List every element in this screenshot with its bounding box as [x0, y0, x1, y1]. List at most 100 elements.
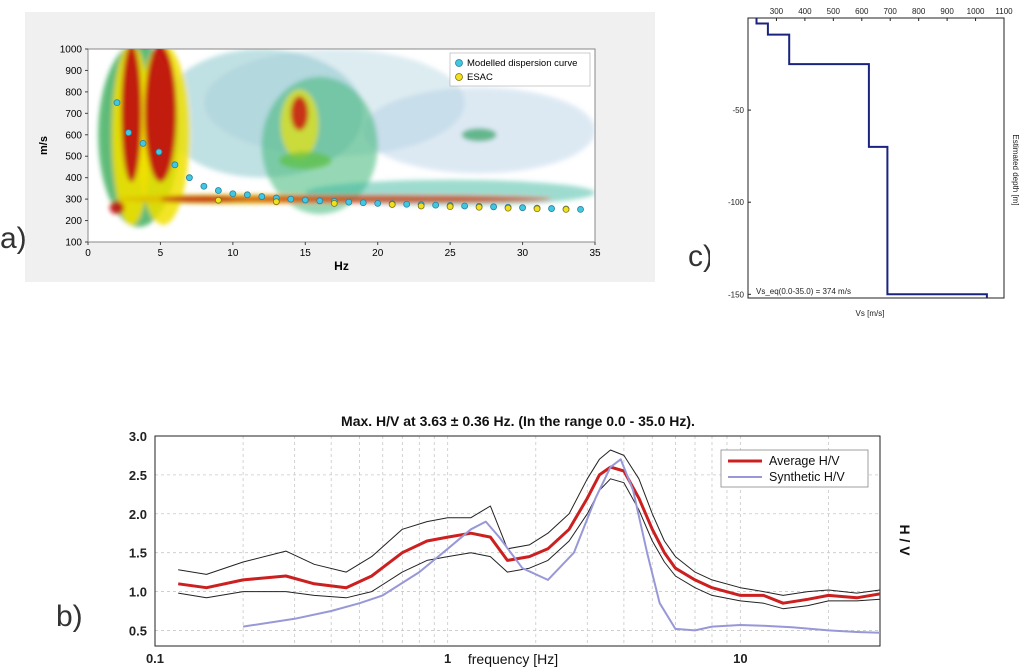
heatmap-background	[98, 49, 595, 227]
vs-profile-chart: 300 400 500 600 700 800 900 1000 1100 -50 -100 -150…	[710, 0, 1026, 330]
x-tick-label-c: 800	[912, 7, 926, 16]
modelled-point	[403, 200, 411, 208]
y-tick-label-c: -150	[728, 290, 745, 299]
legend-marker-esac	[455, 73, 463, 81]
modelled-point	[301, 196, 309, 204]
modelled-point	[258, 193, 266, 200]
x-tick-label-c: 300	[770, 7, 784, 16]
modelled-point	[125, 129, 132, 137]
hv-chart: Max. H/V at 3.63 ± 0.36 Hz. (In the rang…	[100, 406, 1026, 670]
y-tick-label-a: 500	[65, 152, 82, 163]
modelled-point	[185, 174, 193, 182]
modelled-point	[113, 99, 121, 107]
modelled-point	[214, 187, 222, 194]
y-tick-label-a: 100	[65, 238, 82, 249]
y-tick-label-a: 900	[65, 66, 82, 77]
x-tick-label-a: 0	[85, 248, 91, 259]
modelled-point	[171, 161, 179, 169]
modelled-point	[287, 195, 295, 203]
panel-label-b: b)	[56, 600, 83, 633]
heat-blob	[109, 201, 125, 215]
y-tick-label-b: 1.5	[129, 546, 147, 561]
y-axis-label-b: H / V	[897, 524, 913, 556]
x-tick-label-a: 5	[158, 248, 164, 259]
legend-marker-modelled	[455, 59, 463, 67]
x-tick-label-c: 1000	[967, 7, 985, 16]
esac-point	[504, 204, 512, 212]
modelled-point	[345, 198, 353, 206]
legend-b: Average H/V Synthetic H/V	[720, 449, 869, 488]
modelled-point	[577, 206, 584, 213]
esac-point	[446, 203, 454, 211]
y-axis-label-a: m/s	[38, 136, 50, 155]
legend-label-synthetic: Synthetic H/V	[769, 470, 845, 484]
x-tick-label-a: 30	[517, 248, 529, 259]
y-tick-label-a: 200	[65, 216, 82, 227]
x-tick-label-a: 15	[300, 248, 312, 259]
x-tick-label-a: 25	[445, 248, 457, 259]
x-tick-label-a: 20	[372, 248, 384, 259]
y-tick-label-b: 3.0	[129, 429, 147, 444]
modelled-point	[155, 148, 163, 156]
y-tick-label-a: 300	[65, 195, 82, 206]
modelled-point	[359, 199, 367, 207]
esac-point	[475, 203, 483, 211]
y-tick-label-a: 700	[65, 109, 82, 120]
x-axis-label-c: Vs [m/s]	[856, 309, 885, 318]
y-tick-label-a: 600	[65, 130, 82, 141]
modelled-point	[490, 203, 498, 211]
plot-area-c	[747, 17, 1005, 299]
modelled-point	[200, 182, 208, 190]
heat-blob	[461, 128, 497, 142]
x-tick-label-c: 600	[855, 7, 869, 16]
x-tick-label-a: 35	[589, 248, 601, 259]
vs-profile-line	[755, 18, 988, 298]
heat-blob	[160, 195, 248, 203]
synthetic-hv-line	[242, 458, 880, 634]
modelled-point	[229, 190, 237, 198]
esac-point	[214, 196, 222, 204]
average-hv-line	[177, 465, 880, 605]
x-tick-label-a: 10	[227, 248, 239, 259]
x-axis-label-b: frequency [Hz]	[468, 651, 558, 667]
chart-title-b: Max. H/V at 3.63 ± 0.36 Hz. (In the rang…	[341, 413, 695, 429]
y-tick-label-b: 2.0	[129, 507, 147, 522]
y-axis-label-c: Estimated depth [m]	[1011, 134, 1020, 205]
y-tick-label-c: -50	[732, 106, 744, 115]
vs-eq-annotation: Vs_eq(0.0-35.0) = 374 m/s	[756, 287, 851, 296]
esac-point	[388, 201, 396, 208]
x-tick-label-c: 1100	[995, 7, 1013, 16]
upper-bound-line	[178, 449, 880, 596]
esac-point	[533, 205, 541, 213]
modelled-point	[374, 199, 382, 207]
x-tick-label-b: 0.1	[146, 651, 164, 666]
y-tick-label-b: 0.5	[129, 623, 147, 638]
legend-a: Modelled dispersion curve ESAC	[449, 52, 591, 87]
heat-blob	[290, 96, 309, 131]
esac-point	[272, 198, 280, 206]
modelled-point	[316, 197, 324, 205]
x-tick-label-c: 700	[884, 7, 898, 16]
heat-blob	[144, 49, 177, 182]
x-axis-label-a: Hz	[334, 259, 349, 273]
x-tick-label-c: 400	[798, 7, 812, 16]
lower-bound-line	[178, 478, 880, 610]
panel-label-a: a)	[0, 222, 27, 255]
y-tick-label-c: -100	[728, 198, 745, 207]
x-tick-label-c: 500	[827, 7, 841, 16]
y-tick-label-a: 400	[65, 173, 82, 184]
legend-label-average: Average H/V	[769, 454, 840, 468]
esac-point	[562, 206, 570, 213]
modelled-point	[519, 204, 526, 212]
panel-label-c: c)	[688, 240, 713, 273]
plot-area-b	[154, 435, 881, 647]
modelled-point	[432, 201, 440, 209]
esac-point	[330, 199, 338, 207]
x-tick-label-b: 1	[444, 651, 451, 666]
x-tick-label-c: 900	[940, 7, 954, 16]
dispersion-chart: 0 5 10 15 20 25 30 35 100 200 300 400 500 600 700 800 90…	[25, 12, 655, 282]
x-tick-label-b: 10	[733, 651, 747, 666]
y-tick-label-b: 1.0	[129, 585, 147, 600]
heat-blob	[121, 49, 142, 182]
y-tick-label-b: 2.5	[129, 468, 147, 483]
